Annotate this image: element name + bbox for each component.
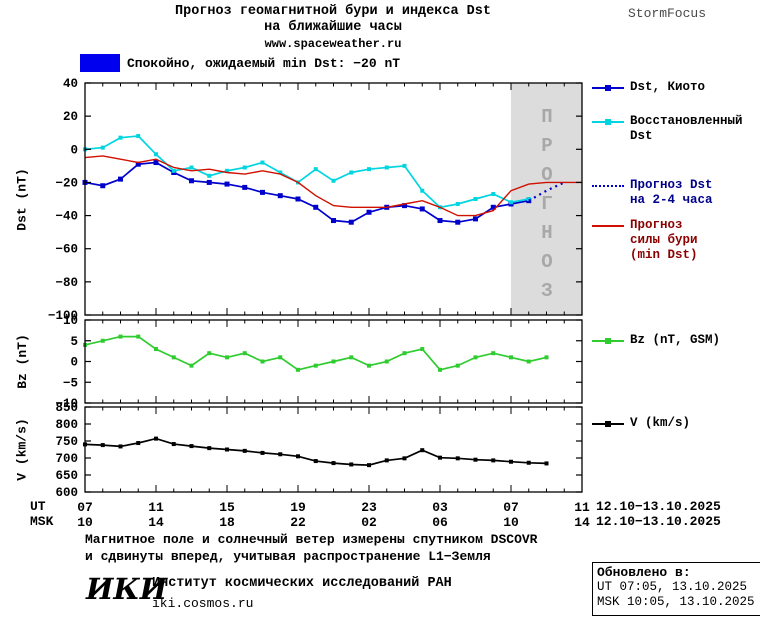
svg-text:18: 18 bbox=[219, 515, 235, 530]
svg-text:−60: −60 bbox=[55, 243, 78, 257]
legend-label-storm-strength: Прогноз силы бури (min Dst) bbox=[630, 218, 698, 262]
svg-text:11: 11 bbox=[574, 500, 590, 515]
svg-text:0: 0 bbox=[70, 143, 78, 157]
institute-name: Институт космических исследований РАН bbox=[152, 576, 452, 591]
svg-text:07: 07 bbox=[503, 500, 519, 515]
dst-axis-title: Dst (nT) bbox=[14, 167, 30, 231]
svg-text:10: 10 bbox=[503, 515, 519, 530]
legend-label-bz: Bz (nT, GSM) bbox=[630, 333, 721, 347]
legend-dst-kyoto: Dst, Киото bbox=[592, 80, 758, 95]
brand-label: StormFocus bbox=[628, 6, 707, 21]
legend-label-forecast-dst: Прогноз Dst на 2-4 часа bbox=[630, 178, 713, 207]
recovered-dst-line-icon bbox=[592, 116, 624, 128]
legend-label-dst-kyoto: Dst, Киото bbox=[630, 80, 706, 94]
svg-text:600: 600 bbox=[55, 486, 78, 500]
svg-text:−5: −5 bbox=[63, 376, 78, 390]
svg-text:40: 40 bbox=[63, 77, 78, 91]
svg-text:0: 0 bbox=[70, 356, 78, 370]
svg-text:14: 14 bbox=[148, 515, 164, 530]
header: Прогноз геомагнитной бури и индекса Dst … bbox=[93, 4, 573, 52]
v-axis-title-wrap: V (km/s) bbox=[0, 407, 44, 492]
svg-text:−10: −10 bbox=[55, 397, 78, 411]
updated-msk: MSK 10:05, 13.10.2025 bbox=[597, 595, 755, 609]
msk-date-range: 12.10−13.10.2025 bbox=[596, 514, 721, 529]
svg-text:03: 03 bbox=[432, 500, 448, 515]
bz-axis-title: Bz (nT) bbox=[14, 334, 30, 389]
footnote-line1: Магнитное поле и солнечный ветер измерен… bbox=[85, 532, 538, 547]
svg-text:−80: −80 bbox=[55, 276, 78, 290]
svg-text:700: 700 bbox=[55, 452, 78, 466]
v-line-icon bbox=[592, 418, 624, 430]
forecast-dst-dotted-line-icon bbox=[592, 180, 624, 192]
bz-line-icon bbox=[592, 335, 624, 347]
svg-text:−20: −20 bbox=[55, 176, 78, 190]
legend-storm-strength: Прогноз силы бури (min Dst) bbox=[592, 218, 758, 263]
svg-text:20: 20 bbox=[63, 110, 78, 124]
svg-text:750: 750 bbox=[55, 435, 78, 449]
svg-text:800: 800 bbox=[55, 418, 78, 432]
svg-text:22: 22 bbox=[290, 515, 306, 530]
page-title: Прогноз геомагнитной бури и индекса Dst bbox=[175, 4, 491, 19]
svg-text:15: 15 bbox=[219, 500, 235, 515]
legend-label-v: V (km/s) bbox=[630, 416, 691, 430]
svg-text:5: 5 bbox=[70, 335, 78, 349]
legend-v: V (km/s) bbox=[592, 416, 758, 431]
svg-text:−40: −40 bbox=[55, 210, 78, 224]
storm-strength-line-icon bbox=[592, 220, 624, 232]
legend-bz: Bz (nT, GSM) bbox=[592, 333, 758, 348]
forecast-band-label: ПРОГНОЗ bbox=[536, 106, 558, 309]
ut-row-label: UT bbox=[30, 499, 46, 514]
svg-text:10: 10 bbox=[63, 314, 78, 328]
page-subtitle: на ближайшие часы bbox=[264, 20, 402, 35]
svg-text:14: 14 bbox=[574, 515, 590, 530]
dst-kyoto-line-icon bbox=[592, 82, 624, 94]
quiet-status-swatch bbox=[80, 54, 120, 72]
iki-logo: ИКИ bbox=[86, 572, 168, 606]
svg-text:07: 07 bbox=[77, 500, 93, 515]
updated-label: Обновлено в: bbox=[597, 565, 691, 580]
spaceweather-link[interactable]: www.spaceweather.ru bbox=[264, 37, 402, 51]
storm-status-legend: Спокойно, ожидаемый min Dst: −20 nT bbox=[80, 54, 400, 72]
svg-text:23: 23 bbox=[361, 500, 377, 515]
v-axis-title: V (km/s) bbox=[14, 418, 30, 481]
legend-forecast-dst: Прогноз Dst на 2-4 часа bbox=[592, 178, 758, 208]
iki-site-link[interactable]: iki.cosmos.ru bbox=[152, 596, 254, 611]
dst-axis-title-wrap: Dst (nT) bbox=[0, 83, 44, 315]
footnote-line2: и сдвинуты вперед, учитывая распростране… bbox=[85, 549, 491, 564]
legend-label-recovered-dst: Восстановленный Dst bbox=[630, 114, 743, 143]
svg-text:19: 19 bbox=[290, 500, 306, 515]
updated-ut: UT 07:05, 13.10.2025 bbox=[597, 580, 748, 594]
svg-text:850: 850 bbox=[55, 401, 78, 415]
bz-axis-title-wrap: Bz (nT) bbox=[0, 320, 44, 403]
svg-text:11: 11 bbox=[148, 500, 164, 515]
ut-date-range: 12.10−13.10.2025 bbox=[596, 499, 721, 514]
svg-text:650: 650 bbox=[55, 469, 78, 483]
legend-recovered-dst: Восстановленный Dst bbox=[592, 114, 758, 144]
msk-row-label: MSK bbox=[30, 514, 54, 529]
svg-text:06: 06 bbox=[432, 515, 448, 530]
svg-text:02: 02 bbox=[361, 515, 377, 530]
svg-text:−100: −100 bbox=[48, 309, 78, 323]
svg-text:10: 10 bbox=[77, 515, 93, 530]
quiet-status-text: Спокойно, ожидаемый min Dst: −20 nT bbox=[127, 55, 401, 71]
updated-info-box: Обновлено в: UT 07:05, 13.10.2025 MSK 10… bbox=[592, 562, 760, 616]
